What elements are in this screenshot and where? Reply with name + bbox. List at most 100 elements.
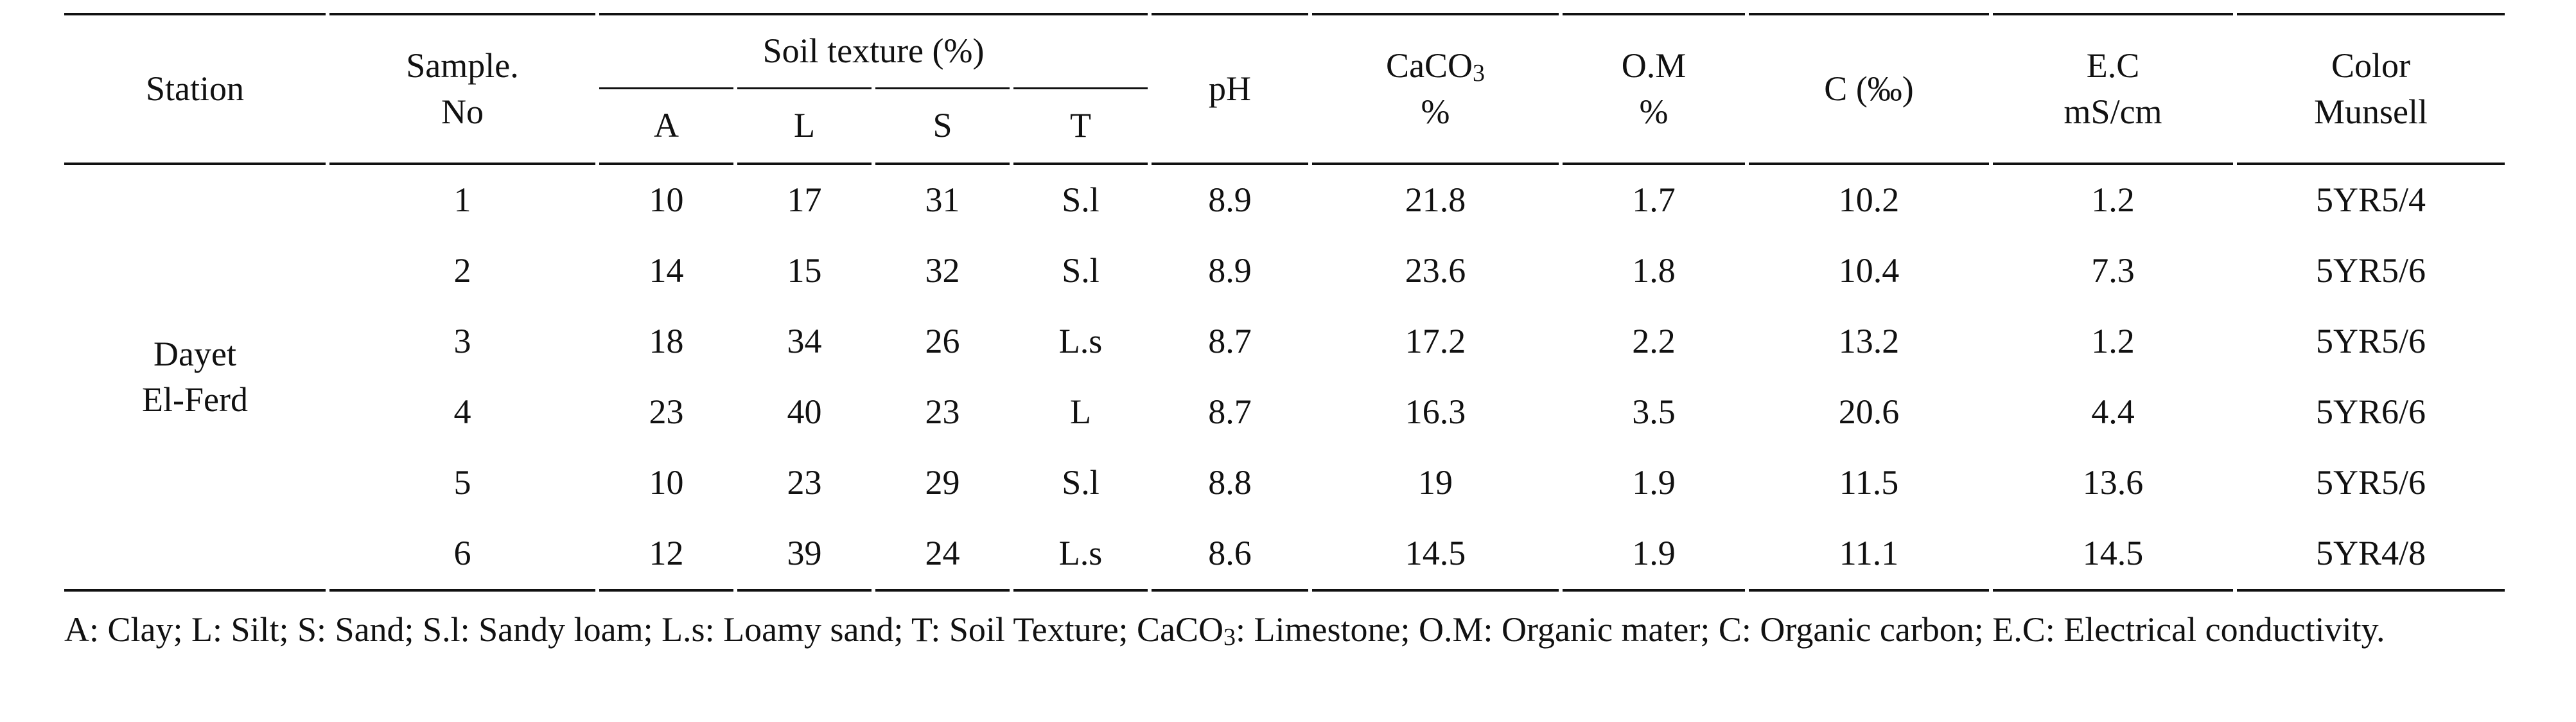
header-color-line2: Munsell [2314,92,2428,131]
silt-cell: 15 [733,236,873,306]
header-soil-texture: Soil texture (%) [595,13,1150,89]
station-cell: Dayet El-Ferd [64,164,328,592]
header-caco3-label: CaCO3 [1386,46,1485,87]
soil-properties-table-container: Station Sample. No Soil texture (%) pH C… [64,13,2505,592]
table-row: Dayet El-Ferd 1 10 17 31 S.l 8.9 21.8 1.… [64,164,2505,592]
om-cell: 1.9 [1559,448,1748,518]
ec-cell: 4.4 [1989,377,2236,448]
header-om-label: O.M [1621,46,1687,85]
ec-cell: 14.5 [1989,518,2236,592]
c-cell: 13.2 [1745,306,1992,377]
sand-cell: 26 [872,306,1012,377]
station-line1: Dayet [153,334,236,373]
sample-no-cell: 5 [326,448,597,518]
silt-cell: 23 [733,448,873,518]
sand-cell: 29 [872,448,1012,518]
color-cell: 5YR6/6 [2233,377,2505,448]
station-line2: El-Ferd [142,380,248,419]
c-cell: 10.4 [1745,236,1992,306]
header-caco3-unit: % [1421,92,1450,131]
soil-properties-table: Station Sample. No Soil texture (%) pH C… [64,13,2505,592]
color-cell: 5YR5/6 [2233,306,2505,377]
om-cell: 3.5 [1559,377,1748,448]
silt-cell: 40 [733,377,873,448]
ph-cell: 8.7 [1148,377,1311,448]
color-cell: 5YR5/6 [2233,236,2505,306]
clay-cell: 18 [595,306,735,377]
caco3-cell: 16.3 [1308,377,1561,448]
om-cell: 1.8 [1559,236,1748,306]
header-a: A [595,88,735,165]
table-row: 5 10 23 29 S.l 8.8 19 1.9 11.5 13.6 5YR5… [64,448,2505,518]
ec-cell: 13.6 [1989,448,2236,518]
table-footnote: A: Clay; L: Silt; S: Sand; S.l: Sandy lo… [64,610,2385,651]
texture-cell: L.s [1009,306,1150,377]
caco3-cell: 23.6 [1308,236,1561,306]
om-cell: 2.2 [1559,306,1748,377]
color-cell: 5YR5/4 [2233,164,2505,236]
texture-cell: S.l [1009,448,1150,518]
ph-cell: 8.6 [1148,518,1311,592]
header-color-line1: Color [2331,46,2411,85]
header-ec-unit: mS/cm [2063,92,2162,131]
ph-cell: 8.9 [1148,236,1311,306]
caco3-cell: 17.2 [1308,306,1561,377]
texture-cell: S.l [1009,164,1150,236]
ph-cell: 8.9 [1148,164,1311,236]
caco3-cell: 19 [1308,448,1561,518]
texture-cell: L.s [1009,518,1150,592]
caco3-cell: 14.5 [1308,518,1561,592]
texture-cell: L [1009,377,1150,448]
caco3-cell: 21.8 [1308,164,1561,236]
header-ph: pH [1148,13,1311,165]
header-l: L [733,88,873,165]
om-cell: 1.7 [1559,164,1748,236]
sand-cell: 32 [872,236,1012,306]
table-row: 3 18 34 26 L.s 8.7 17.2 2.2 13.2 1.2 5YR… [64,306,2505,377]
sand-cell: 23 [872,377,1012,448]
clay-cell: 14 [595,236,735,306]
silt-cell: 39 [733,518,873,592]
sand-cell: 24 [872,518,1012,592]
clay-cell: 23 [595,377,735,448]
c-cell: 11.5 [1745,448,1992,518]
header-sample-no: Sample. No [326,13,597,165]
sample-no-cell: 2 [326,236,597,306]
ec-cell: 7.3 [1989,236,2236,306]
header-om: O.M % [1559,13,1748,165]
header-sample-line2: No [441,92,484,131]
header-caco3: CaCO3 % [1308,13,1561,165]
clay-cell: 10 [595,448,735,518]
table-row: 6 12 39 24 L.s 8.6 14.5 1.9 11.1 14.5 5Y… [64,518,2505,592]
ec-cell: 1.2 [1989,306,2236,377]
header-s: S [872,88,1012,165]
header-color: Color Munsell [2233,13,2505,165]
sample-no-cell: 4 [326,377,597,448]
c-cell: 11.1 [1745,518,1992,592]
texture-cell: S.l [1009,236,1150,306]
header-station: Station [64,13,328,165]
header-ec: E.C mS/cm [1989,13,2236,165]
table-row: 2 14 15 32 S.l 8.9 23.6 1.8 10.4 7.3 5YR… [64,236,2505,306]
om-cell: 1.9 [1559,518,1748,592]
clay-cell: 10 [595,164,735,236]
c-cell: 20.6 [1745,377,1992,448]
header-om-unit: % [1639,92,1669,131]
color-cell: 5YR4/8 [2233,518,2505,592]
sample-no-cell: 1 [326,164,597,236]
header-t: T [1009,88,1150,165]
ph-cell: 8.8 [1148,448,1311,518]
header-c: C (‰) [1745,13,1992,165]
table-row: 4 23 40 23 L 8.7 16.3 3.5 20.6 4.4 5YR6/… [64,377,2505,448]
clay-cell: 12 [595,518,735,592]
sand-cell: 31 [872,164,1012,236]
ec-cell: 1.2 [1989,164,2236,236]
color-cell: 5YR5/6 [2233,448,2505,518]
ph-cell: 8.7 [1148,306,1311,377]
header-sample-line1: Sample. [406,46,519,85]
sample-no-cell: 3 [326,306,597,377]
c-cell: 10.2 [1745,164,1992,236]
silt-cell: 34 [733,306,873,377]
header-ec-label: E.C [2086,46,2140,85]
sample-no-cell: 6 [326,518,597,592]
